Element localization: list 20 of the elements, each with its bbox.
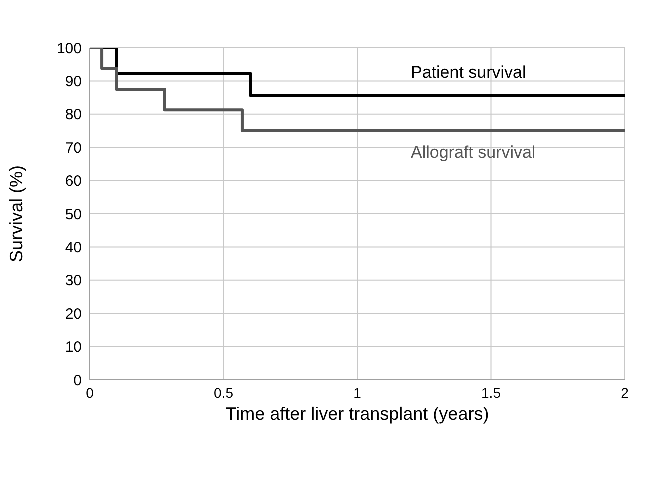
y-tick-label: 40: [65, 240, 82, 257]
y-tick-label: 60: [65, 173, 82, 190]
y-axis-title: Survival (%): [6, 165, 26, 263]
series-label: Allograft survival: [411, 143, 536, 163]
y-tick-label: 10: [65, 339, 82, 356]
y-tick-label: 50: [65, 206, 82, 224]
y-tick-label: 30: [65, 272, 82, 290]
x-tick-label: 1.5: [482, 384, 502, 401]
y-tick-label: 0: [74, 372, 82, 390]
y-tick-label: 90: [65, 74, 82, 91]
y-tick-label: 20: [65, 306, 82, 323]
x-tick-label: 1: [354, 384, 362, 401]
y-tick-label: 80: [65, 106, 82, 124]
series-label: Patient survival: [411, 63, 526, 84]
x-axis-title: Time after liver transplant (years): [226, 404, 490, 424]
y-tick-label: 100: [56, 40, 82, 58]
y-tick-label: 70: [65, 140, 82, 157]
x-tick-label: 0: [86, 384, 94, 401]
x-tick-label: 2: [621, 384, 630, 401]
x-tick-label: 0.5: [214, 384, 234, 401]
